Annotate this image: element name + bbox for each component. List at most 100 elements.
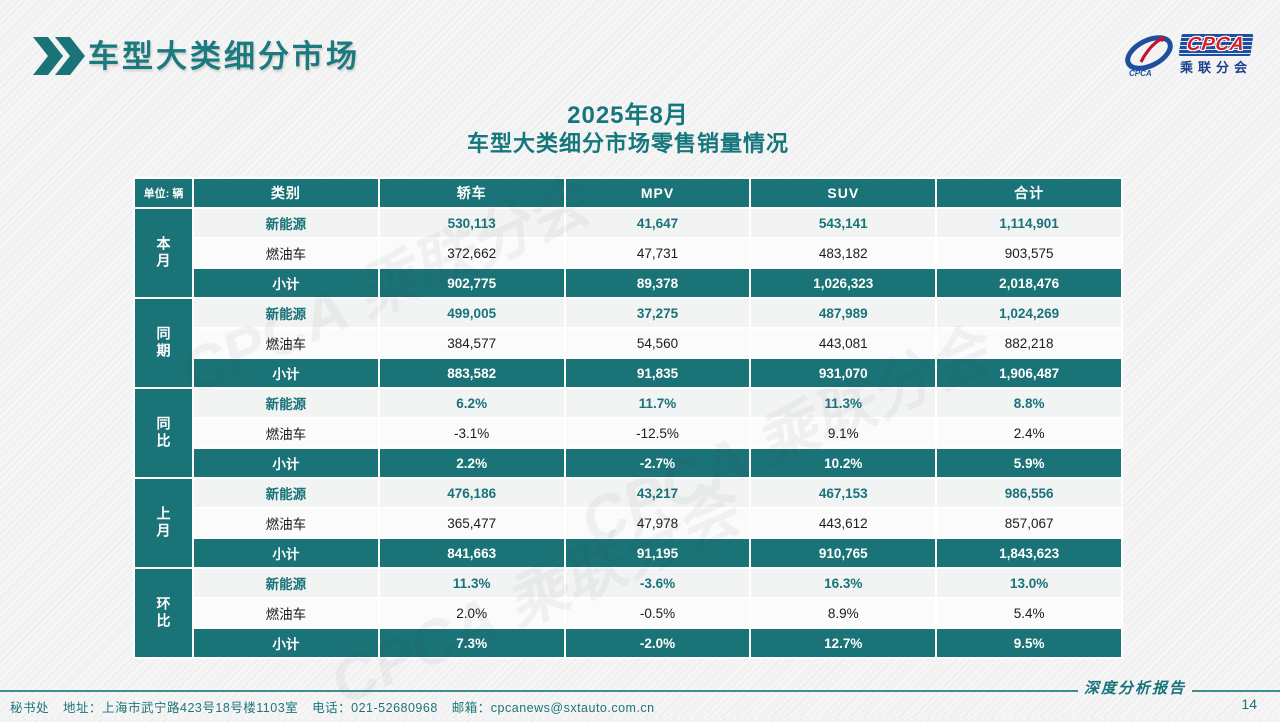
value-cell: 1,026,323	[751, 269, 936, 297]
value-cell: 883,582	[379, 359, 564, 387]
value-cell: 6.2%	[379, 389, 564, 417]
column-header-suv: SUV	[751, 179, 936, 207]
category-cell: 小计	[194, 269, 378, 297]
column-header-sedan: 轿车	[379, 179, 564, 207]
footer-secretariat: 秘书处	[10, 701, 50, 715]
cpca-logo-text-block: CPCA 乘联分会	[1178, 34, 1254, 76]
double-chevron-icon	[33, 37, 85, 75]
value-cell: 54,560	[565, 329, 750, 357]
value-cell: 365,477	[379, 509, 564, 537]
value-cell: 13.0%	[937, 569, 1121, 597]
value-cell: 487,989	[751, 299, 936, 327]
value-cell: 11.3%	[751, 389, 936, 417]
footer-divider-left	[0, 690, 1078, 692]
table-row: 小计 883,582 91,835 931,070 1,906,487	[135, 359, 1121, 387]
value-cell: 986,556	[937, 479, 1121, 507]
category-cell: 燃油车	[194, 509, 378, 537]
table-title-month: 2025年8月	[567, 102, 689, 129]
table-header-row: 单位: 辆 类别 轿车 MPV SUV 合计	[135, 179, 1121, 207]
value-cell: 931,070	[751, 359, 936, 387]
column-header-category: 类别	[194, 179, 378, 207]
category-cell: 燃油车	[194, 329, 378, 357]
value-cell: 91,835	[565, 359, 750, 387]
category-cell: 新能源	[194, 479, 378, 507]
value-cell: 43,217	[565, 479, 750, 507]
value-cell: 11.7%	[565, 389, 750, 417]
table-row: 同比 新能源 6.2% 11.7% 11.3% 8.8%	[135, 389, 1121, 477]
page-number: 14	[1241, 696, 1257, 712]
value-cell: 47,731	[565, 239, 750, 267]
value-cell: 9.1%	[751, 419, 936, 447]
column-header-total: 合计	[937, 179, 1121, 207]
category-cell: 新能源	[194, 299, 378, 327]
value-cell: 543,141	[751, 209, 936, 237]
value-cell: 530,113	[379, 209, 564, 237]
cpca-logo-chinese-name: 乘联分会	[1179, 60, 1252, 75]
column-header-mpv: MPV	[565, 179, 750, 207]
category-cell: 小计	[194, 539, 378, 567]
table-row: 小计 841,663 91,195 910,765 1,843,623	[135, 539, 1121, 567]
unit-label: 单位: 辆	[135, 179, 192, 207]
value-cell: 903,575	[937, 239, 1121, 267]
table-row: 上月 新能源 476,186 43,217 467,153 986,556	[135, 479, 1121, 567]
value-cell: 857,067	[937, 509, 1121, 537]
footer-address: 地址：上海市武宁路423号18号楼1103室	[63, 701, 299, 715]
value-cell: 7.3%	[379, 629, 564, 657]
value-cell: 16.3%	[751, 569, 936, 597]
value-cell: 902,775	[379, 269, 564, 297]
value-cell: 89,378	[565, 269, 750, 297]
value-cell: -3.1%	[379, 419, 564, 447]
cpca-logo-wordmark: CPCA	[1178, 34, 1254, 56]
category-cell: 燃油车	[194, 599, 378, 627]
sales-table: 单位: 辆 类别 轿车 MPV SUV 合计 本月 新能源 530,113 41,64…	[133, 177, 1123, 659]
value-cell: 443,081	[751, 329, 936, 357]
category-cell: 小计	[194, 629, 378, 657]
row-group-label: 上月	[135, 479, 192, 567]
value-cell: 841,663	[379, 539, 564, 567]
value-cell: 11.3%	[379, 569, 564, 597]
footer-email: 邮箱：cpcanews@sxtauto.com.cn	[451, 701, 655, 715]
value-cell: 5.9%	[937, 449, 1121, 477]
table-row: 燃油车 365,477 47,978 443,612 857,067	[135, 509, 1121, 537]
value-cell: 483,182	[751, 239, 936, 267]
value-cell: 882,218	[937, 329, 1121, 357]
row-group-label: 本月	[135, 209, 192, 297]
value-cell: 1,843,623	[937, 539, 1121, 567]
value-cell: 2,018,476	[937, 269, 1121, 297]
value-cell: 91,195	[565, 539, 750, 567]
value-cell: 5.4%	[937, 599, 1121, 627]
value-cell: 1,024,269	[937, 299, 1121, 327]
table-row: 小计 902,775 89,378 1,026,323 2,018,476	[135, 269, 1121, 297]
category-cell: 燃油车	[194, 239, 378, 267]
value-cell: -3.6%	[565, 569, 750, 597]
table-row: 同期 新能源 499,005 37,275 487,989 1,024,269	[135, 299, 1121, 387]
value-cell: 2.0%	[379, 599, 564, 627]
cpca-logo: CPCA CPCA 乘联分会	[1121, 32, 1254, 78]
category-cell: 燃油车	[194, 419, 378, 447]
value-cell: -12.5%	[565, 419, 750, 447]
category-cell: 新能源	[194, 389, 378, 417]
value-cell: 10.2%	[751, 449, 936, 477]
table-row: 燃油车 2.0% -0.5% 8.9% 5.4%	[135, 599, 1121, 627]
value-cell: 499,005	[379, 299, 564, 327]
value-cell: 47,978	[565, 509, 750, 537]
value-cell: -0.5%	[565, 599, 750, 627]
table-row: 燃油车 -3.1% -12.5% 9.1% 2.4%	[135, 419, 1121, 447]
table-title-subject: 车型大类细分市场零售销量情况	[466, 131, 789, 156]
value-cell: 372,662	[379, 239, 564, 267]
row-group-label: 同期	[135, 299, 192, 387]
table-row: 本月 新能源 530,113 41,647 543,141 1,114,901	[135, 209, 1121, 297]
footer-divider-right	[1192, 690, 1280, 692]
value-cell: -2.0%	[565, 629, 750, 657]
value-cell: 384,577	[379, 329, 564, 357]
value-cell: 8.8%	[937, 389, 1121, 417]
value-cell: 41,647	[565, 209, 750, 237]
svg-text:CPCA: CPCA	[1129, 69, 1152, 78]
value-cell: 910,765	[751, 539, 936, 567]
table-row: 小计 2.2% -2.7% 10.2% 5.9%	[135, 449, 1121, 477]
page-title: 车型大类细分市场	[88, 39, 360, 74]
table-row: 环比 新能源 11.3% -3.6% 16.3% 13.0%	[135, 569, 1121, 657]
category-cell: 小计	[194, 449, 378, 477]
category-cell: 小计	[194, 359, 378, 387]
value-cell: 37,275	[565, 299, 750, 327]
